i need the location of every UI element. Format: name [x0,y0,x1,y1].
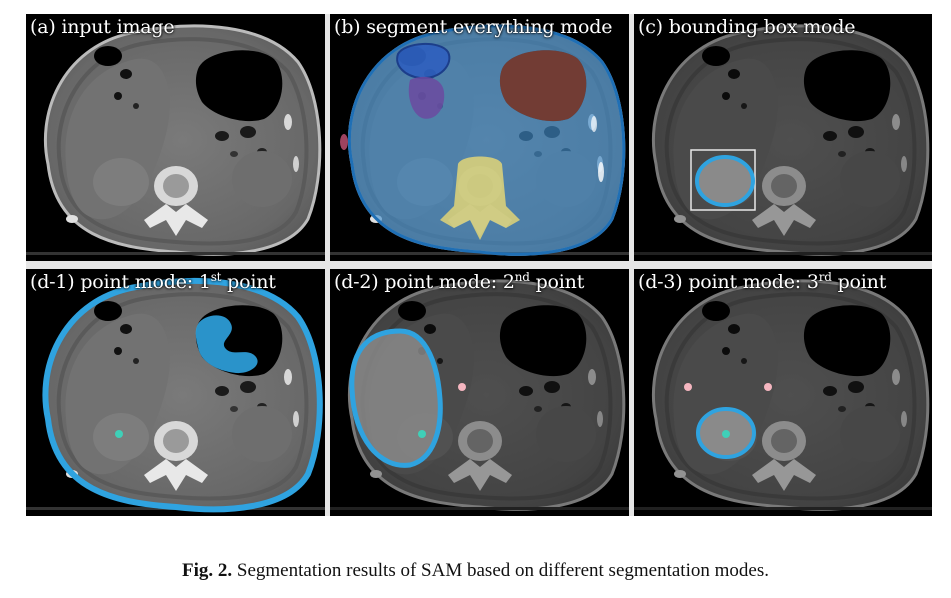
positive-point-icon [722,430,730,438]
segment-rib [340,134,348,150]
panel-label: (d-2) point mode: 2nd point [334,270,585,293]
panel-label: (d-1) point mode: 1st point [30,270,276,293]
ct-scan-point-3 [634,278,932,512]
positive-point-icon [418,430,426,438]
panel-label: (c) bounding box mode [638,16,856,38]
bounding-box [690,149,756,211]
negative-point-icon [458,383,466,391]
negative-point-icon [684,383,692,391]
figure-caption: Fig. 2. Segmentation results of SAM base… [0,560,951,582]
stomach-wall-mask [195,315,258,374]
segment-stomach [499,50,587,122]
panel-segment-everything: (b) segment everything mode [330,14,629,261]
body-mask [42,278,323,513]
panel-point-mode-2: (d-2) point mode: 2nd point [330,269,629,516]
figure-number: Fig. 2. [182,560,233,581]
segment-vertebra [440,156,520,240]
panel-label: (b) segment everything mode [334,16,613,38]
ct-scan-point-1 [26,278,325,513]
liver-mask [349,328,443,468]
panel-point-mode-1: (d-1) point mode: 1st point [26,269,325,516]
ct-scan-point-2 [330,278,629,512]
panel-label: (d-3) point mode: 3rd point [638,270,887,293]
ct-scan-segmented [330,23,629,257]
positive-point-icon [115,430,123,438]
negative-point-icon [764,383,772,391]
ct-scan-bbox [634,23,932,257]
panel-input-image: (a) input image [26,14,325,261]
segment-gas-region [396,43,451,80]
ct-scan-image [26,23,325,257]
segment-bowel [408,76,445,119]
figure-grid: (a) input image (b) segment everything m… [26,14,932,516]
panel-point-mode-3: (d-3) point mode: 3rd point [634,269,932,516]
panel-bounding-box: (c) bounding box mode [634,14,932,261]
panel-label: (a) input image [30,16,175,38]
caption-text: Segmentation results of SAM based on dif… [232,560,769,581]
kidney-mask [695,155,755,207]
